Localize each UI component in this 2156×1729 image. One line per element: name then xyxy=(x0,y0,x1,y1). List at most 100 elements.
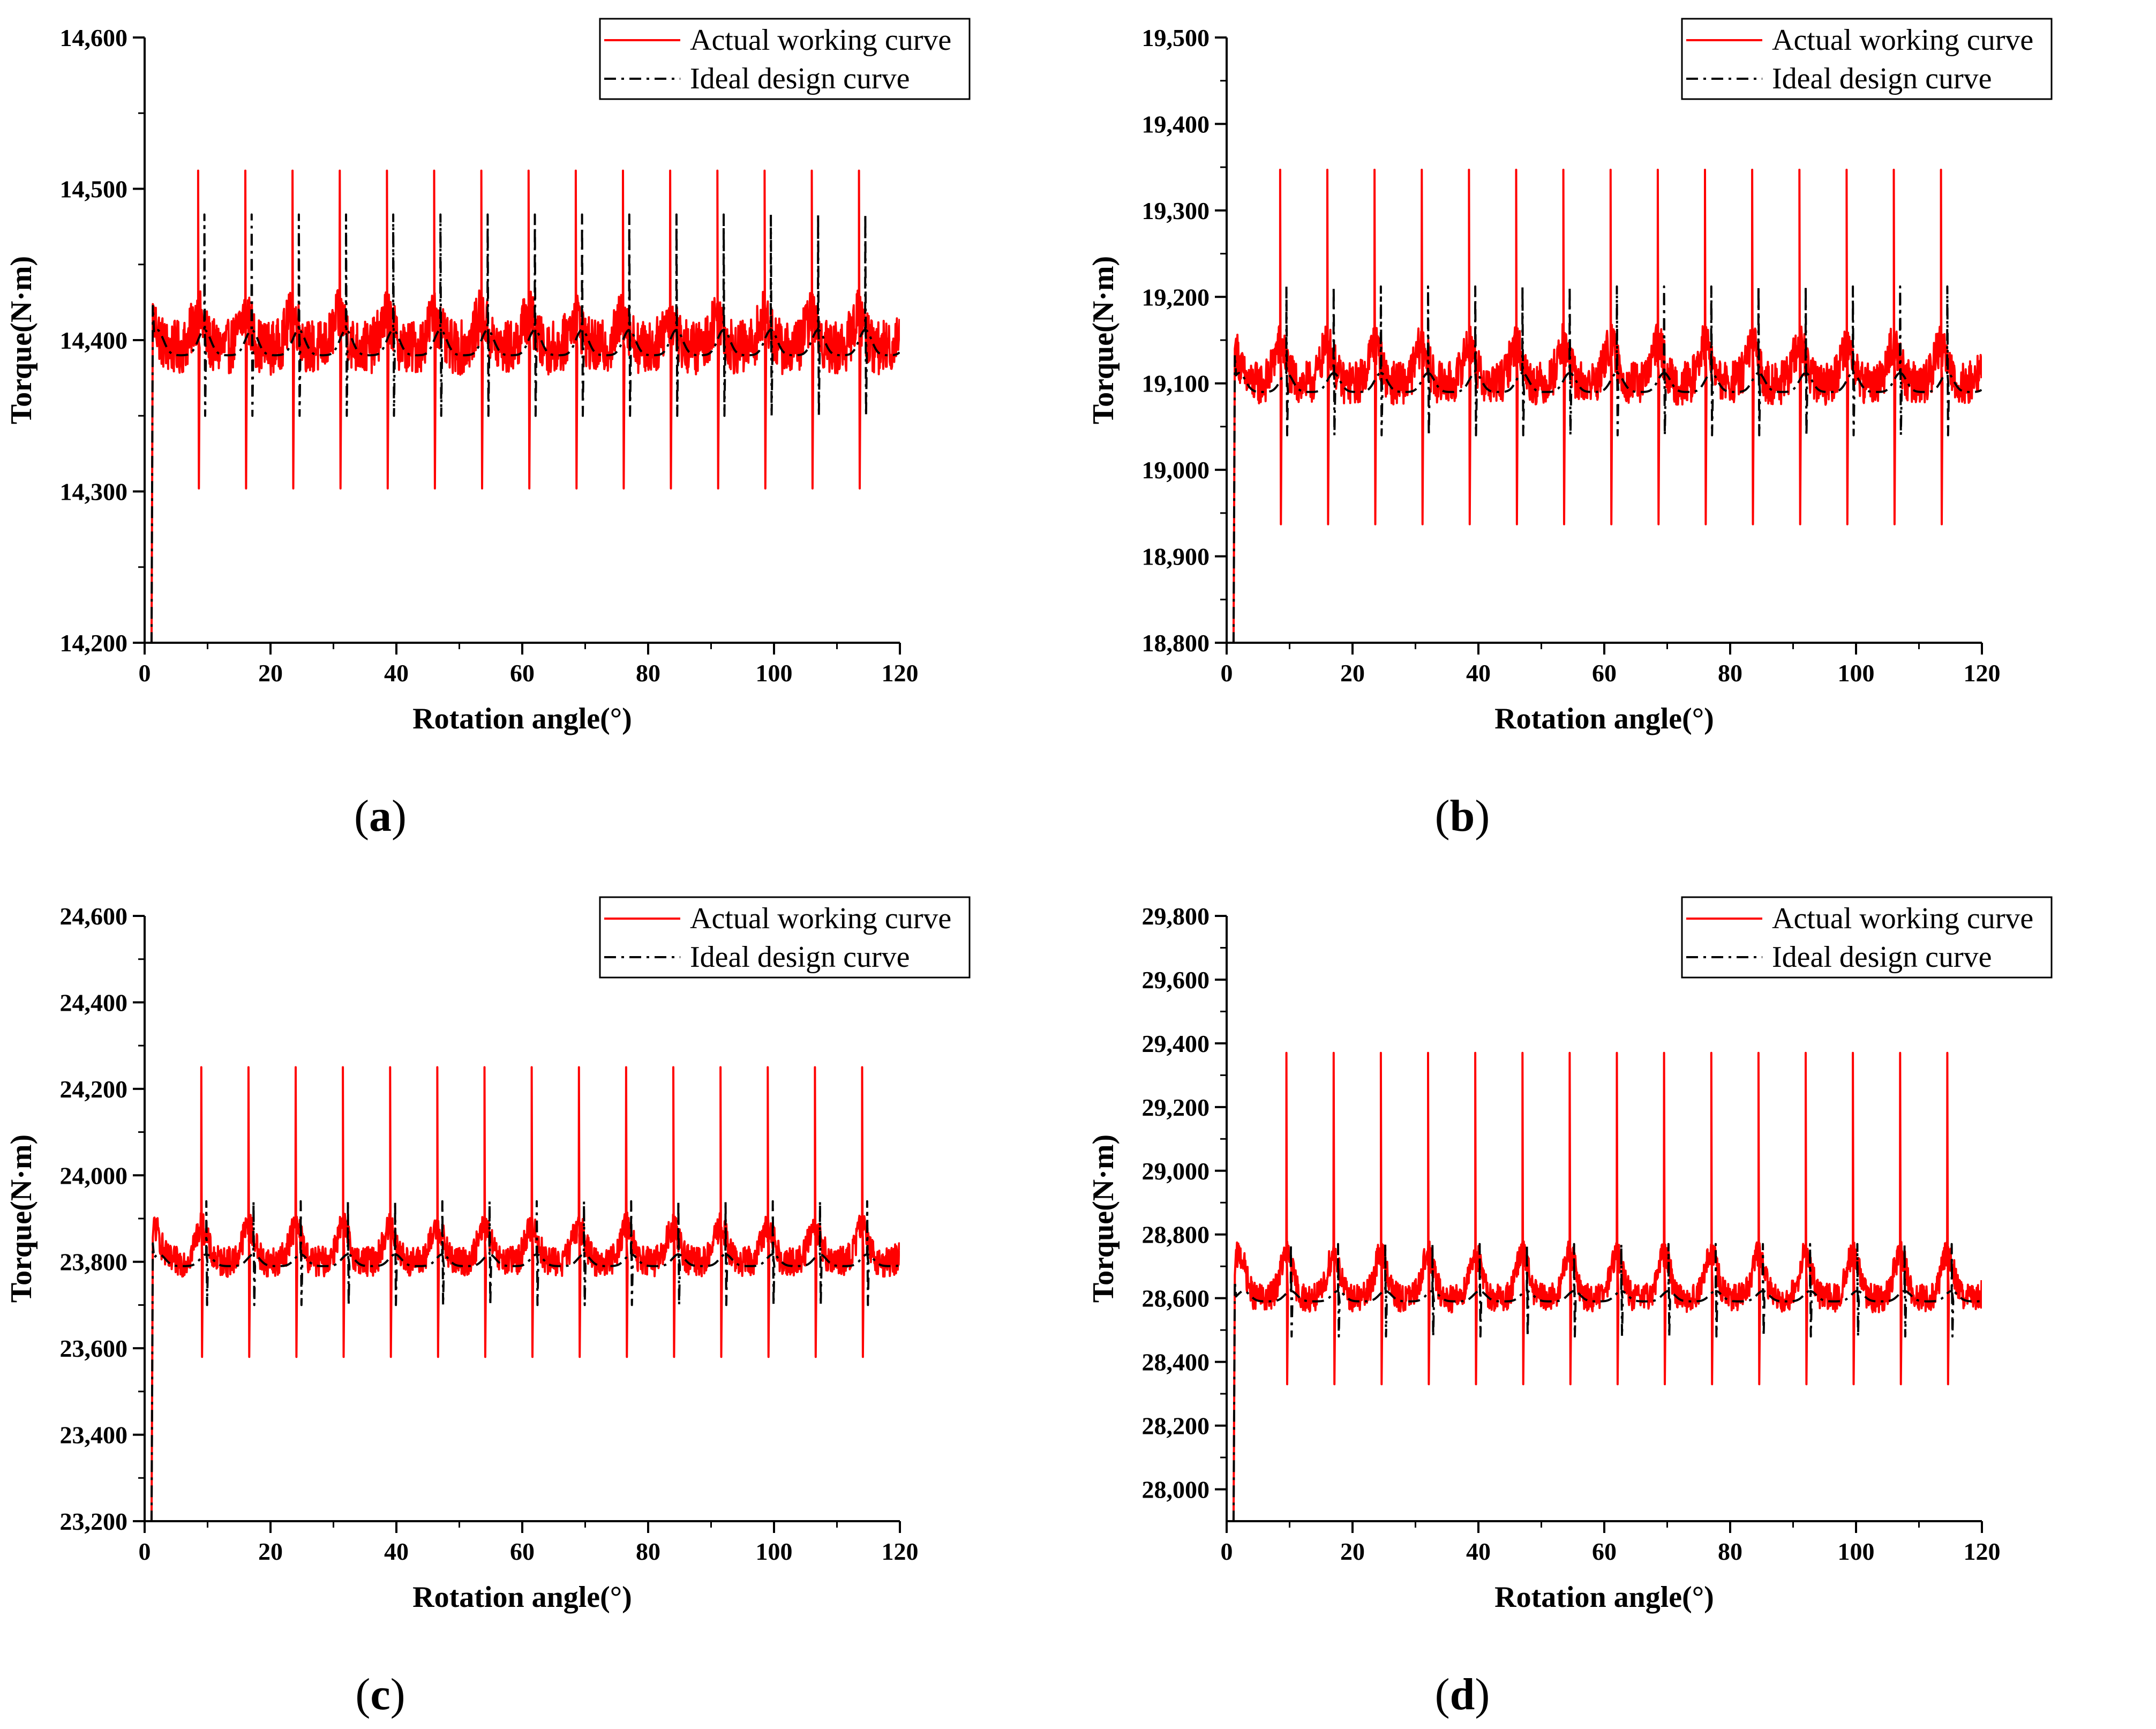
chart-a-series-actual xyxy=(150,169,900,643)
chart-d-ytick-label: 28,000 xyxy=(1142,1476,1210,1504)
chart-b-ytick-label: 18,900 xyxy=(1142,543,1210,570)
chart-panel-d: 28,000 28,200 28,400 28,600 28,800 29,000 29,2… xyxy=(1082,878,2143,1719)
chart-d-legend-label-ideal: Ideal design curve xyxy=(1772,941,1992,974)
chart-svg-a: 14,200 14,300 14,400 14,500 14,600 0 20 40 60 80 1… xyxy=(5,18,971,735)
chart-a-ytick-label: 14,300 xyxy=(60,478,128,506)
chart-b-ytick-label: 19,400 xyxy=(1142,110,1210,138)
chart-d-plot-area xyxy=(1232,1051,1982,1521)
chart-svg-d: 28,000 28,200 28,400 28,600 28,800 29,000 29,2… xyxy=(1087,896,2053,1614)
chart-a-x-axis-title: Rotation angle(°) xyxy=(412,702,632,735)
chart-d-y-axis-title: Torque(N·m) xyxy=(1087,1134,1120,1303)
chart-b-series-ideal xyxy=(1232,285,1982,643)
chart-c-xtick-label: 80 xyxy=(636,1538,660,1565)
chart-panel-c: 23,200 23,400 23,600 23,800 24,000 24,200 24,4… xyxy=(0,878,1061,1719)
chart-d-ytick-label: 29,600 xyxy=(1142,966,1210,994)
chart-c-xtick-label: 120 xyxy=(882,1538,919,1565)
chart-c-legend-label-actual: Actual working curve xyxy=(690,902,951,935)
chart-c-xtick-label: 40 xyxy=(384,1538,409,1565)
chart-d-legend xyxy=(1681,896,2053,979)
chart-a-legend-label-actual: Actual working curve xyxy=(690,24,951,57)
chart-c-xtick-label: 100 xyxy=(756,1538,793,1565)
chart-d-xtick-label: 100 xyxy=(1838,1538,1875,1565)
chart-c-xtick-label: 20 xyxy=(258,1538,283,1565)
chart-a-xtick-label: 100 xyxy=(756,659,793,687)
chart-a-xtick-label: 0 xyxy=(139,659,151,687)
chart-b-legend-label-ideal: Ideal design curve xyxy=(1772,62,1992,95)
chart-d-xtick-label: 120 xyxy=(1964,1538,2001,1565)
chart-b-ytick-label: 19,500 xyxy=(1142,24,1210,51)
chart-a-xtick-label: 60 xyxy=(510,659,535,687)
chart-a-xtick-label: 40 xyxy=(384,659,409,687)
chart-b-ytick-label: 19,100 xyxy=(1142,370,1210,397)
chart-b-xtick-label: 20 xyxy=(1340,659,1365,687)
chart-b-ytick-label: 19,000 xyxy=(1142,456,1210,484)
chart-d-xtick-label: 60 xyxy=(1592,1538,1617,1565)
chart-c-xtick-label: 60 xyxy=(510,1538,535,1565)
chart-svg-b: 18,800 18,900 19,000 19,100 19,200 19,300 19,4… xyxy=(1087,18,2053,735)
chart-b-plot-area xyxy=(1232,169,1982,643)
chart-svg-c: 23,200 23,400 23,600 23,800 24,000 24,200 24,4… xyxy=(5,896,971,1614)
chart-b-legend xyxy=(1681,18,2053,100)
chart-b-ytick-label: 19,200 xyxy=(1142,283,1210,311)
chart-c-ytick-label: 23,600 xyxy=(60,1335,128,1362)
chart-c-legend xyxy=(599,896,971,979)
chart-a-legend-label-ideal: Ideal design curve xyxy=(690,62,910,95)
chart-b-ytick-label: 19,300 xyxy=(1142,197,1210,224)
chart-d-xtick-label: 0 xyxy=(1221,1538,1233,1565)
chart-b-xtick-label: 40 xyxy=(1466,659,1491,687)
chart-panel-b: 18,800 18,900 19,000 19,100 19,200 19,300 19,4… xyxy=(1082,0,2143,841)
chart-d-xtick-label: 20 xyxy=(1340,1538,1365,1565)
chart-c-ytick-label: 24,600 xyxy=(60,903,128,930)
chart-d-ytick-label: 29,200 xyxy=(1142,1094,1210,1121)
chart-c-ytick-label: 23,400 xyxy=(60,1422,128,1449)
chart-d-ytick-label: 28,400 xyxy=(1142,1349,1210,1376)
chart-c-y-axis-title: Torque(N·m) xyxy=(5,1134,38,1303)
chart-d-series-ideal xyxy=(1232,1243,1982,1521)
chart-b-series-actual xyxy=(1232,169,1982,643)
chart-a-xtick-label: 20 xyxy=(258,659,283,687)
chart-c-xtick-label: 0 xyxy=(139,1538,151,1565)
chart-d-ytick-label: 29,000 xyxy=(1142,1157,1210,1185)
chart-d-xtick-label: 80 xyxy=(1718,1538,1742,1565)
chart-a-xtick-label: 120 xyxy=(882,659,919,687)
chart-c-ytick-label: 24,200 xyxy=(60,1076,128,1103)
chart-c-ytick-label: 23,800 xyxy=(60,1249,128,1276)
panel-label-b: (b) xyxy=(1434,791,1490,841)
chart-panel-a: 14,200 14,300 14,400 14,500 14,600 0 20 40 60 80 1… xyxy=(0,0,1061,841)
chart-d-xtick-label: 40 xyxy=(1466,1538,1491,1565)
chart-c-series-actual xyxy=(150,1066,900,1521)
chart-a-y-axis-title: Torque(N·m) xyxy=(5,256,38,424)
chart-b-xtick-label: 100 xyxy=(1838,659,1875,687)
chart-d-series-actual xyxy=(1232,1051,1982,1521)
chart-c-x-axis-title: Rotation angle(°) xyxy=(412,1581,632,1614)
chart-b-xtick-label: 120 xyxy=(1964,659,2001,687)
chart-c-plot-area xyxy=(150,1066,900,1521)
chart-c-legend-label-ideal: Ideal design curve xyxy=(690,941,910,974)
chart-b-x-axis-title: Rotation angle(°) xyxy=(1494,702,1714,735)
panel-label-a: (a) xyxy=(354,791,407,841)
panel-label-d: (d) xyxy=(1434,1670,1490,1719)
chart-d-ytick-label: 28,800 xyxy=(1142,1221,1210,1249)
chart-a-plot-area xyxy=(150,169,900,643)
chart-d-ytick-label: 29,800 xyxy=(1142,903,1210,930)
chart-d-x-axis-title: Rotation angle(°) xyxy=(1494,1581,1714,1614)
chart-b-xtick-label: 60 xyxy=(1592,659,1617,687)
chart-a-ytick-label: 14,400 xyxy=(60,327,128,354)
panel-label-c: (c) xyxy=(355,1670,405,1719)
chart-a-legend xyxy=(599,18,971,100)
chart-a-series-ideal xyxy=(150,213,900,643)
chart-c-ytick-label: 23,200 xyxy=(60,1508,128,1535)
chart-b-xtick-label: 80 xyxy=(1718,659,1742,687)
chart-b-ytick-label: 18,800 xyxy=(1142,629,1210,657)
chart-a-ytick-label: 14,500 xyxy=(60,176,128,203)
chart-c-ytick-label: 24,400 xyxy=(60,989,128,1016)
chart-a-xtick-label: 80 xyxy=(636,659,660,687)
chart-d-ytick-label: 28,200 xyxy=(1142,1412,1210,1440)
chart-c-ytick-label: 24,000 xyxy=(60,1162,128,1189)
chart-d-ytick-label: 29,400 xyxy=(1142,1030,1210,1057)
chart-a-ytick-label: 14,200 xyxy=(60,629,128,657)
chart-a-ytick-label: 14,600 xyxy=(60,24,128,51)
chart-b-y-axis-title: Torque(N·m) xyxy=(1087,256,1120,424)
chart-b-xtick-label: 0 xyxy=(1221,659,1233,687)
chart-d-ytick-label: 28,600 xyxy=(1142,1285,1210,1312)
